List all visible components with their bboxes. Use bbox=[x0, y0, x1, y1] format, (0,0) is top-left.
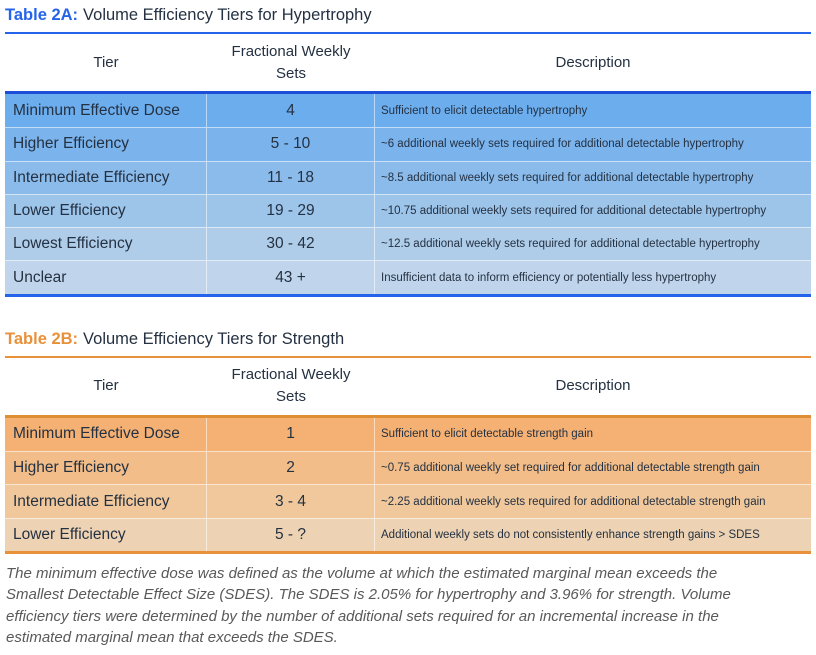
fractional-weekly-sets-cell: 19 - 29 bbox=[207, 194, 375, 228]
tier-cell: Minimum Effective Dose bbox=[5, 417, 207, 452]
section-spacer bbox=[5, 297, 811, 328]
table-row: Unclear 43 + Insufficient data to inform e… bbox=[5, 260, 811, 294]
tier-cell: Unclear bbox=[5, 261, 207, 294]
table-hypertrophy: Table 2A: Volume Efficiency Tiers for Hyp… bbox=[5, 4, 811, 297]
table-row: Intermediate Efficiency 3 - 4 ~2.25 additi… bbox=[5, 484, 811, 518]
table-hypertrophy-title-label: Table 2A: bbox=[5, 6, 79, 24]
table-strength: Table 2B: Volume Efficiency Tiers for Str… bbox=[5, 328, 811, 554]
table-hypertrophy-title-text: Volume Efficiency Tiers for Hypertrophy bbox=[83, 6, 372, 24]
table-body: Minimum Effective Dose 1 Sufficient to eli… bbox=[5, 417, 811, 551]
tier-cell: Intermediate Efficiency bbox=[5, 161, 207, 194]
table-row: Higher Efficiency 2 ~0.75 additional weekl… bbox=[5, 451, 811, 485]
tier-cell: Lowest Efficiency bbox=[5, 228, 207, 261]
description-cell: ~2.25 additional weekly sets required fo… bbox=[381, 495, 766, 508]
title-rule bbox=[5, 355, 811, 358]
table-row: Lowest Efficiency 30 - 42 ~12.5 additional… bbox=[5, 227, 811, 261]
fractional-weekly-sets-cell: 5 - 10 bbox=[207, 128, 375, 161]
table-strength-title-text: Volume Efficiency Tiers for Strength bbox=[83, 329, 345, 348]
table-row: Minimum Effective Dose 4 Sufficient to eli… bbox=[5, 94, 811, 128]
header-description: Description bbox=[555, 377, 631, 395]
header-separator-rule bbox=[5, 414, 811, 418]
description-cell: ~8.5 additional weekly sets required for… bbox=[381, 171, 754, 184]
description-cell: Additional weekly sets do not consistent… bbox=[381, 528, 760, 541]
table-row: Intermediate Efficiency 11 - 18 ~8.5 addit… bbox=[5, 160, 811, 194]
header-description: Description bbox=[555, 53, 631, 71]
fractional-weekly-sets-cell: 30 - 42 bbox=[207, 228, 375, 261]
tier-cell: Minimum Effective Dose bbox=[5, 94, 207, 128]
table-row: Minimum Effective Dose 1 Sufficient to eli… bbox=[5, 417, 811, 452]
fractional-weekly-sets-cell: 1 bbox=[207, 417, 375, 452]
table-row: Higher Efficiency 5 - 10 ~6 additional wee… bbox=[5, 127, 811, 161]
tier-cell: Higher Efficiency bbox=[5, 452, 207, 485]
description-cell: ~0.75 additional weekly set required for… bbox=[381, 462, 760, 475]
fractional-weekly-sets-cell: 4 bbox=[207, 94, 375, 128]
bottom-rule bbox=[5, 293, 811, 297]
table-hypertrophy-title: Table 2A: Volume Efficiency Tiers for Hyp… bbox=[5, 4, 811, 26]
table-body: Minimum Effective Dose 4 Sufficient to eli… bbox=[5, 94, 811, 294]
description-cell: ~10.75 additional weekly sets required f… bbox=[381, 205, 767, 218]
fractional-weekly-sets-cell: 2 bbox=[207, 452, 375, 485]
fractional-weekly-sets-cell: 43 + bbox=[207, 261, 375, 294]
title-rule bbox=[5, 32, 811, 34]
header-fractional-weekly-sets: Fractional Weekly Sets bbox=[231, 42, 351, 82]
table-header-row: Tier Fractional Weekly Sets Description bbox=[5, 34, 811, 91]
fractional-weekly-sets-cell: 5 - ? bbox=[207, 518, 375, 551]
fractional-weekly-sets-cell: 11 - 18 bbox=[207, 161, 375, 194]
footnote: The minimum effective dose was defined a… bbox=[6, 564, 731, 647]
fractional-weekly-sets-cell: 3 - 4 bbox=[207, 485, 375, 518]
description-cell: ~12.5 additional weekly sets required fo… bbox=[381, 238, 760, 251]
description-cell: Sufficient to elicit detectable strength… bbox=[381, 428, 594, 441]
header-tier: Tier bbox=[93, 53, 119, 71]
tier-cell: Lower Efficiency bbox=[5, 194, 207, 228]
table-row: Lower Efficiency 19 - 29 ~10.75 additional… bbox=[5, 193, 811, 228]
table-strength-title-label: Table 2B: bbox=[5, 329, 79, 348]
bottom-rule bbox=[5, 550, 811, 554]
tier-cell: Lower Efficiency bbox=[5, 518, 207, 551]
table-strength-title: Table 2B: Volume Efficiency Tiers for Str… bbox=[5, 328, 811, 350]
table-header-row: Tier Fractional Weekly Sets Description bbox=[5, 357, 811, 415]
tier-cell: Higher Efficiency bbox=[5, 128, 207, 161]
description-cell: ~6 additional weekly sets required for a… bbox=[381, 138, 744, 151]
description-cell: Insufficient data to inform efficiency o… bbox=[381, 271, 717, 284]
header-tier: Tier bbox=[93, 377, 119, 395]
header-fractional-weekly-sets: Fractional Weekly Sets bbox=[231, 366, 351, 406]
header-separator-rule bbox=[5, 91, 811, 94]
description-cell: Sufficient to elicit detectable hypertro… bbox=[381, 104, 588, 117]
table-row: Lower Efficiency 5 - ? Additional weekly s… bbox=[5, 517, 811, 551]
tier-cell: Intermediate Efficiency bbox=[5, 485, 207, 518]
